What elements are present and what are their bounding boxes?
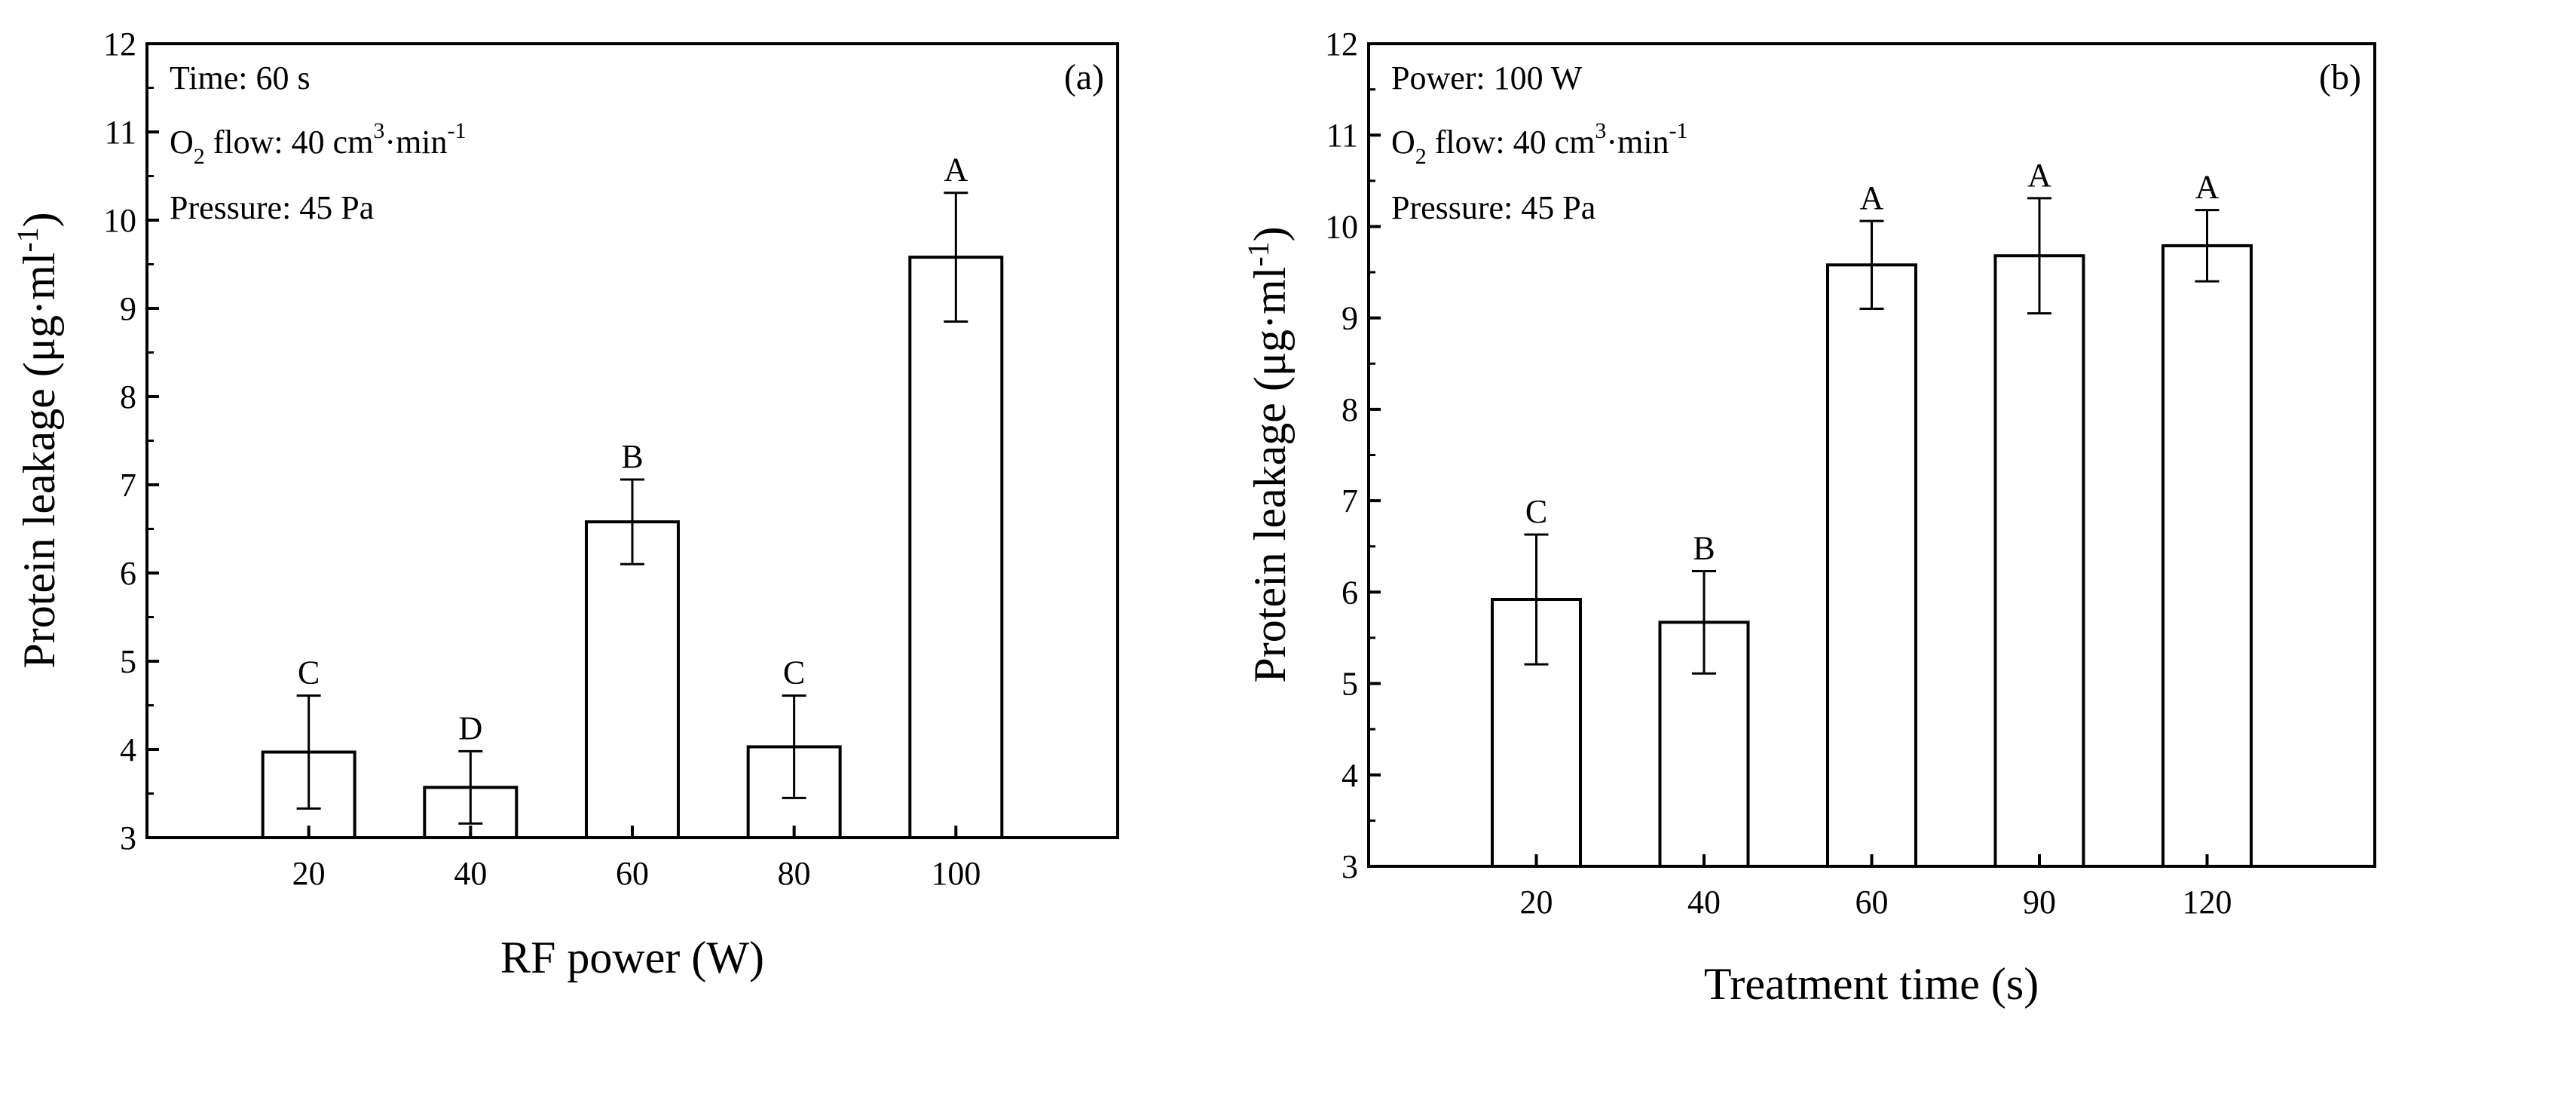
panel-a-significance-letter-80: C bbox=[783, 654, 805, 691]
panel-b-bar-90 bbox=[1993, 254, 2085, 869]
panel-b-condition-pressure: Pressure: 45 Pa bbox=[1391, 189, 1595, 226]
panel-b-y-tick-label: 9 bbox=[1342, 300, 1358, 337]
panel-b-x-tick-label: 120 bbox=[2183, 884, 2232, 921]
panel-b-label: (b) bbox=[2319, 57, 2361, 97]
panel-a-condition-flow: O2 flow: 40 cm3·min-1 bbox=[170, 118, 467, 169]
panel-b-y-tick-label: 7 bbox=[1342, 483, 1358, 519]
panel-a-x-tick-label: 60 bbox=[616, 855, 649, 892]
panel-a-x-tick-label: 20 bbox=[292, 855, 326, 892]
panel-a-y-tick-label: 12 bbox=[103, 26, 136, 63]
panel-a-y-tick-label: 10 bbox=[103, 202, 136, 239]
panel-b-bar-120 bbox=[2161, 244, 2253, 868]
panel-a-x-tick-label: 100 bbox=[931, 855, 981, 892]
panel-a-significance-letter-60: B bbox=[621, 438, 643, 475]
panel-b-y-tick-label: 8 bbox=[1342, 391, 1358, 428]
panel-b-condition-power: Power: 100 W bbox=[1391, 60, 1583, 97]
panel-a-condition-time: Time: 60 s bbox=[170, 60, 311, 97]
panel-a-y-tick-label: 6 bbox=[120, 555, 136, 592]
panel-b-condition-flow: O2 flow: 40 cm3·min-1 bbox=[1391, 118, 1688, 169]
panel-b-significance-letter-90: A bbox=[2027, 157, 2051, 194]
panel-b-significance-letter-40: B bbox=[1693, 529, 1715, 566]
panel-a-x-tick-label: 80 bbox=[778, 855, 811, 892]
panel-b-y-tick-label: 6 bbox=[1342, 574, 1358, 611]
panel-a-x-axis-title: RF power (W) bbox=[500, 933, 764, 982]
panel-a-y-tick-label: 9 bbox=[120, 290, 136, 327]
panel-a-x-tick-label: 40 bbox=[454, 855, 487, 892]
panel-a-bar-100 bbox=[908, 256, 1004, 839]
panel-b-y-tick-label: 4 bbox=[1342, 757, 1358, 794]
panel-b: C B A A A 3 4 5 6 7 8 9 10 11 12 20 40 60 90 120 Power: 10… bbox=[1241, 26, 2376, 1009]
panel-b-x-tick-label: 20 bbox=[1520, 884, 1553, 921]
panel-a-y-tick-label: 8 bbox=[120, 378, 136, 415]
panel-b-bars: C B A A A bbox=[1491, 157, 2253, 869]
panel-b-y-tick-label: 11 bbox=[1326, 117, 1358, 154]
panel-a-significance-letter-40: D bbox=[458, 709, 482, 746]
panel-a-y-axis-title: Protein leakage (μg·ml-1) bbox=[11, 212, 64, 668]
panel-a-y-tick-label: 11 bbox=[105, 114, 136, 151]
panel-b-significance-letter-20: C bbox=[1525, 493, 1547, 530]
panel-b-x-tick-label: 90 bbox=[2023, 884, 2056, 921]
panel-a-label: (a) bbox=[1064, 57, 1104, 97]
panel-b-significance-letter-60: A bbox=[1860, 179, 1884, 216]
panel-b-ticks: 3 4 5 6 7 8 9 10 11 12 20 40 60 90 120 bbox=[1325, 26, 2232, 921]
panel-a-significance-letter-100: A bbox=[944, 152, 968, 188]
panel-a-bar-60 bbox=[585, 520, 680, 839]
panel-b-x-tick-label: 40 bbox=[1687, 884, 1721, 921]
panel-b-y-tick-label: 12 bbox=[1325, 26, 1358, 63]
panel-a: C D B C A 3 4 5 6 7 8 9 10 11 12 20 40 60 80 100 Time: 60 … bbox=[11, 26, 1119, 982]
panel-a-condition-pressure: Pressure: 45 Pa bbox=[170, 189, 374, 226]
panel-a-y-tick-label: 4 bbox=[120, 731, 136, 768]
panel-a-ticks: 3 4 5 6 7 8 9 10 11 12 20 40 60 80 100 bbox=[103, 26, 981, 892]
panel-b-y-tick-label: 10 bbox=[1325, 208, 1358, 245]
panel-b-y-tick-label: 3 bbox=[1342, 848, 1358, 885]
panel-a-y-tick-label: 3 bbox=[120, 820, 136, 857]
panel-a-bars: C D B C A bbox=[261, 152, 1004, 840]
panel-b-y-tick-label: 5 bbox=[1342, 666, 1358, 703]
panel-b-bar-60 bbox=[1826, 263, 1917, 868]
panel-b-x-axis-title: Treatment time (s) bbox=[1704, 959, 2039, 1009]
panel-b-x-tick-label: 60 bbox=[1856, 884, 1889, 921]
panel-b-significance-letter-120: A bbox=[2195, 169, 2220, 206]
panel-a-significance-letter-20: C bbox=[298, 654, 320, 691]
panel-b-y-axis-title: Protein leakage (μg·ml-1) bbox=[1241, 226, 1295, 682]
panel-a-y-tick-label: 5 bbox=[120, 643, 136, 680]
panel-a-y-tick-label: 7 bbox=[120, 467, 136, 504]
